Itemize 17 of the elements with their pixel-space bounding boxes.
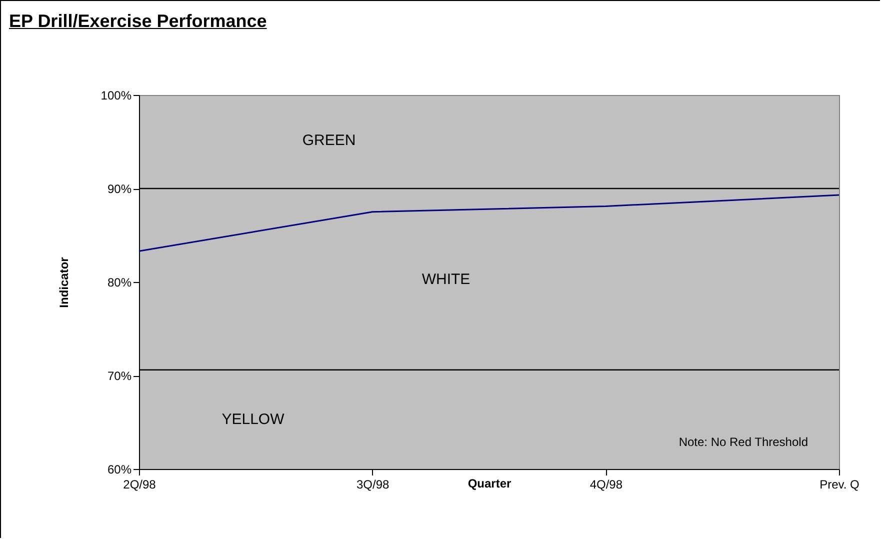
y-tick-label: 90% xyxy=(107,182,132,196)
y-tick-label: 70% xyxy=(107,369,132,383)
x-tick-label: Prev. Q xyxy=(820,478,860,492)
y-tick-label: 60% xyxy=(107,462,132,476)
x-axis-title: Quarter xyxy=(468,476,512,490)
annotation: GREEN xyxy=(302,132,356,149)
annotation: YELLOW xyxy=(222,411,286,428)
x-tick-label: 2Q/98 xyxy=(123,478,156,492)
y-axis-title: Indicator xyxy=(56,256,71,308)
chart-title: EP Drill/Exercise Performance xyxy=(9,11,267,32)
x-tick-label: 3Q/98 xyxy=(356,478,390,492)
x-tick-label: 4Q/98 xyxy=(590,478,623,492)
annotation: WHITE xyxy=(422,271,470,288)
line-series xyxy=(138,194,840,252)
y-tick-label: 100% xyxy=(100,88,132,102)
annotation: Note: No Red Threshold xyxy=(678,435,808,449)
y-tick-label: 80% xyxy=(107,276,132,290)
